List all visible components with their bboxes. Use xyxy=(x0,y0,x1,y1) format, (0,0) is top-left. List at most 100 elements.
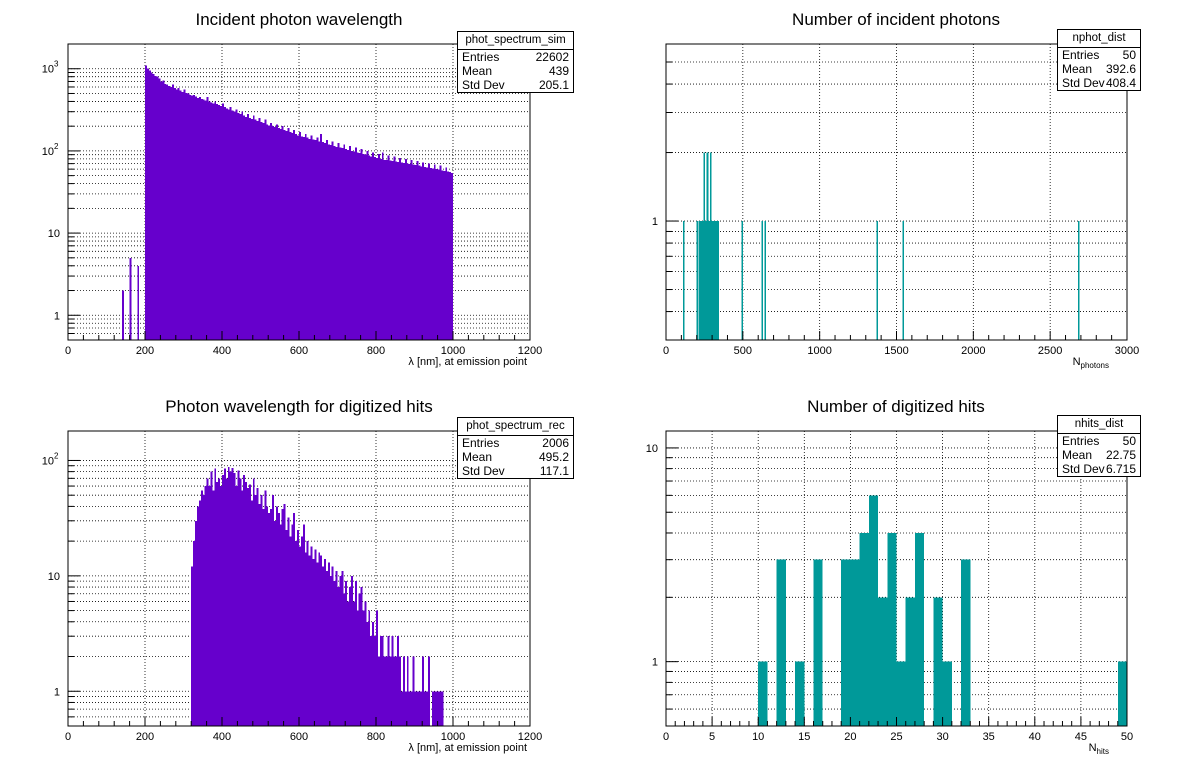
histogram-bar xyxy=(291,524,294,726)
histogram-bar xyxy=(171,84,174,340)
histogram-bar xyxy=(325,140,328,340)
stats-box-phot-spectrum-sim: phot_spectrum_sim Entries 22602 Mean 439 S… xyxy=(457,31,574,93)
histogram-bar xyxy=(297,529,299,726)
stats-std-label: Std Dev xyxy=(1062,462,1105,476)
histogram-bar xyxy=(389,160,392,340)
histogram-bar xyxy=(312,558,315,726)
histogram-bar xyxy=(708,221,710,340)
histogram-bar xyxy=(327,562,330,726)
x-tick-label: 1000 xyxy=(807,345,831,357)
histogram-bar xyxy=(237,112,240,340)
histogram-bar xyxy=(347,149,350,340)
stats-mean-label: Mean xyxy=(462,64,493,78)
histogram-bar xyxy=(181,92,184,341)
histogram-bar xyxy=(961,559,971,726)
histogram-bar xyxy=(195,520,197,726)
histogram-bar xyxy=(266,506,269,726)
x-tick-label: 40 xyxy=(1029,731,1041,743)
chart-title: Number of digitized hits xyxy=(807,397,985,416)
histogram-bar xyxy=(227,109,230,340)
histogram-bar xyxy=(191,566,194,726)
histogram-bar xyxy=(195,96,197,341)
histogram-bar xyxy=(308,138,311,340)
stats-entries-label: Entries xyxy=(1062,434,1100,448)
x-axis-label: λ [nm], at emission point xyxy=(408,356,527,368)
histogram-bar xyxy=(399,157,402,340)
histogram-bar xyxy=(372,152,375,340)
histogram-bar xyxy=(218,478,221,726)
histogram-bar xyxy=(222,103,224,340)
y-tick-label: 10 xyxy=(42,64,54,76)
x-tick-label: 600 xyxy=(290,345,308,357)
histogram-bar xyxy=(270,122,273,341)
histogram-bar xyxy=(297,135,299,340)
histogram-bar xyxy=(324,558,326,726)
histogram-bar xyxy=(302,136,305,340)
histogram-bar xyxy=(399,656,402,726)
histogram-bar xyxy=(350,150,353,340)
histogram-bar xyxy=(272,126,274,340)
y-tick-label: 1 xyxy=(54,310,60,322)
histogram-bar xyxy=(385,160,388,340)
histogram-bar xyxy=(352,151,355,340)
stats-std-label: Std Dev xyxy=(1062,76,1105,90)
y-tick-label: 10 xyxy=(42,455,54,467)
histogram-bar xyxy=(231,110,234,340)
histogram-bar xyxy=(270,508,273,726)
histogram-bar xyxy=(145,65,147,340)
histogram-bar xyxy=(200,98,203,341)
histogram-bar xyxy=(339,575,342,726)
histogram-bar xyxy=(229,471,232,726)
x-tick-label: 600 xyxy=(290,731,308,743)
histogram-bar xyxy=(158,78,161,340)
x-tick-label: 500 xyxy=(734,345,752,357)
histogram-bar xyxy=(121,290,124,340)
histogram-bar xyxy=(185,92,188,341)
histogram-bar xyxy=(291,133,294,340)
histogram-bar xyxy=(212,490,215,726)
histogram-bar xyxy=(391,636,394,726)
histogram-bar xyxy=(443,170,446,340)
x-tick-label: 1000 xyxy=(441,345,465,357)
histogram-bar xyxy=(275,506,278,726)
histogram-bar xyxy=(426,167,428,340)
histogram-bar xyxy=(295,541,298,726)
histogram-bar xyxy=(354,147,357,340)
histogram-bar xyxy=(776,559,786,726)
histogram-bar xyxy=(210,471,213,726)
histogram-bar xyxy=(364,601,367,726)
histogram-bar xyxy=(196,98,199,340)
stats-entries-value: 22602 xyxy=(535,50,569,64)
stats-mean-value: 495.2 xyxy=(538,450,569,464)
y-tick-label: 1 xyxy=(652,657,658,669)
histogram-bar xyxy=(329,145,332,340)
histogram-bar xyxy=(376,157,378,340)
histogram-bar xyxy=(304,552,307,726)
histogram-bar xyxy=(310,546,313,726)
histogram-bar xyxy=(258,118,261,340)
histogram-bar xyxy=(225,478,228,726)
stats-box-title: nhits_dist xyxy=(1058,416,1140,434)
histogram-bar xyxy=(170,86,172,340)
histogram-bar xyxy=(300,136,303,340)
histogram-bar xyxy=(231,468,234,726)
histogram-bar xyxy=(239,114,242,340)
histogram-bar xyxy=(813,559,823,726)
stats-mean-label: Mean xyxy=(1062,62,1093,76)
histogram-bar xyxy=(202,99,205,340)
histogram-bar xyxy=(914,532,925,726)
histogram-bar xyxy=(333,145,336,340)
histogram-bar xyxy=(376,610,378,726)
histogram-bar xyxy=(260,121,263,340)
stats-box-title: phot_spectrum_sim xyxy=(458,32,573,50)
histogram-bar xyxy=(714,221,716,340)
x-tick-label: 2000 xyxy=(961,345,985,357)
histogram-bar xyxy=(347,601,350,726)
x-tick-label: 200 xyxy=(136,345,154,357)
histogram-bar xyxy=(293,129,296,340)
x-tick-label: 10 xyxy=(752,731,764,743)
histogram-bar xyxy=(248,484,251,726)
histogram-bar xyxy=(193,94,196,340)
histogram-bar xyxy=(304,134,307,340)
